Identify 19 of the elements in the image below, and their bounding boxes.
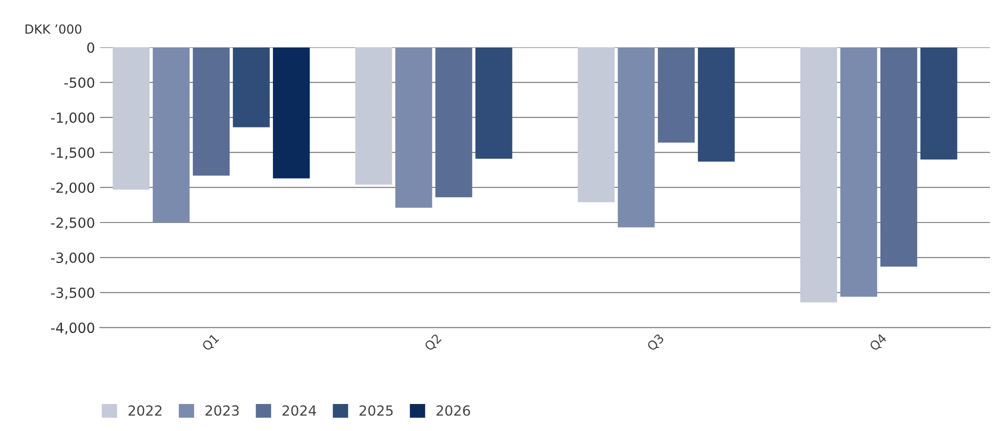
y-tick-label: -3,500 [51, 288, 94, 300]
x-tick-label: Q1 [201, 333, 220, 352]
y-tick-label: -4,000 [51, 322, 94, 334]
y-tick-label: -500 [64, 77, 94, 88]
legend-label: 2025 [360, 405, 393, 416]
x-tick-label: Q2 [424, 333, 443, 352]
x-tick-label: Q4 [868, 333, 888, 352]
legend-label: 2024 [282, 405, 316, 416]
x-tick-label: Q3 [646, 333, 666, 352]
y-tick-label: 0 [87, 42, 94, 53]
legend-label: 2026 [436, 405, 470, 416]
y-tick-label: -3,000 [51, 252, 94, 264]
legend-label: 2023 [206, 405, 239, 416]
y-tick-label: -1,500 [51, 147, 94, 160]
y-axis-title: DKK ’000 [26, 24, 82, 34]
y-tick-label: -1,000 [51, 112, 94, 124]
y-tick-label: -2,000 [51, 182, 94, 194]
legend-label: 2022 [128, 405, 162, 416]
y-tick-label: -2,500 [51, 217, 94, 230]
